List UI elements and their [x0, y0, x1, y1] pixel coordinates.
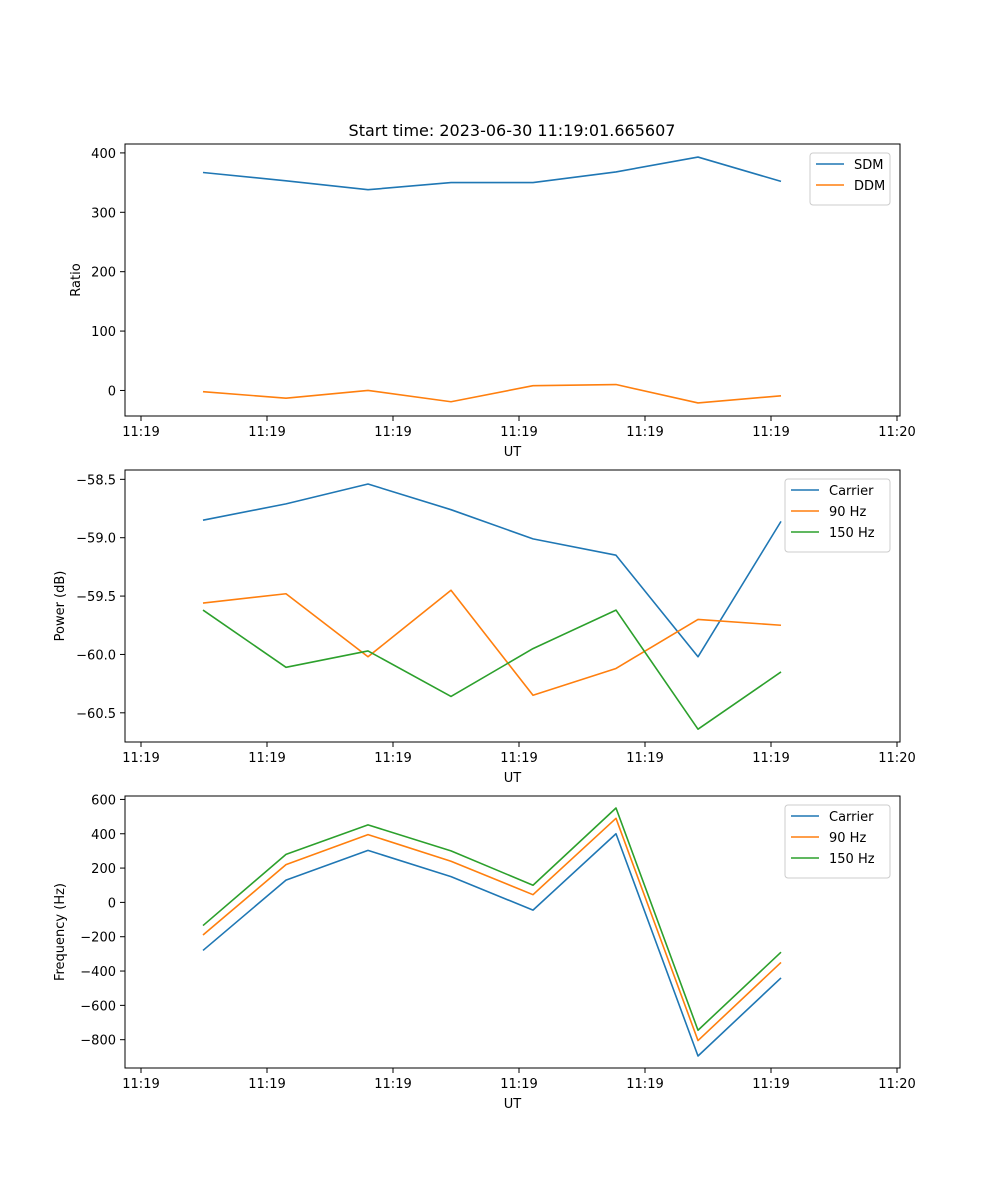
x-tick-label: 11:19 [626, 425, 663, 440]
y-tick-label: −200 [80, 931, 116, 946]
series-line-1 [202, 156, 782, 191]
x-tick-label: 11:19 [752, 1077, 789, 1092]
legend-label: 150 Hz [829, 852, 875, 867]
x-tick-label: 11:19 [500, 751, 537, 766]
y-tick-label: 400 [91, 828, 116, 843]
x-tick-label: 11:20 [878, 425, 915, 440]
y-tick-label: 0 [108, 896, 116, 911]
y-tick-label: 100 [91, 325, 116, 340]
y-axis-label: Power (dB) [53, 571, 68, 642]
subplot-3: 11:19 11:19 11:19 11:19 11:19 11:19 11:20 600 40… [53, 793, 916, 1112]
x-tick-label: 11:19 [374, 425, 411, 440]
x-tick-label: 11:19 [626, 1077, 663, 1092]
y-tick-label: 600 [91, 793, 116, 808]
y-axis-label: Ratio [69, 263, 84, 296]
legend-box [784, 478, 891, 553]
x-tick-label: 11:19 [626, 751, 663, 766]
y-tick-label: −59.0 [76, 532, 116, 547]
plot-frame [124, 795, 901, 1069]
series-line-1 [202, 483, 782, 658]
series-line-3 [202, 807, 782, 1032]
x-tick-label: 11:20 [878, 1077, 915, 1092]
y-tick-label: −59.5 [76, 590, 116, 605]
y-tick-label: 200 [91, 862, 116, 877]
chart-title: Start time: 2023-06-30 11:19:01.665607 [349, 121, 676, 140]
x-axis-label: UT [504, 1097, 522, 1112]
x-tick-label: 11:19 [374, 1077, 411, 1092]
series-line-2 [202, 383, 782, 404]
series-line-2 [202, 817, 782, 1042]
legend-label: 150 Hz [829, 526, 875, 541]
subplots: 11:19 11:19 11:19 11:19 11:19 11:19 11:20 0 100 2… [53, 143, 916, 1112]
legend-label: SDM [854, 158, 883, 173]
x-axis-label: UT [504, 771, 522, 786]
x-axis-label: UT [504, 445, 522, 460]
x-tick-label: 11:19 [122, 425, 159, 440]
legend-label: 90 Hz [829, 505, 866, 520]
y-tick-label: −600 [80, 999, 116, 1014]
subplot-1: 11:19 11:19 11:19 11:19 11:19 11:19 11:20 0 100 2… [69, 143, 916, 460]
legend-label: DDM [854, 179, 885, 194]
x-tick-label: 11:19 [248, 751, 285, 766]
y-tick-label: −60.5 [76, 707, 116, 722]
x-tick-label: 11:19 [500, 1077, 537, 1092]
x-tick-label: 11:20 [878, 751, 915, 766]
series-line-1 [202, 832, 782, 1057]
series-line-3 [202, 609, 782, 730]
series-line-2 [202, 589, 782, 697]
legend-box [784, 804, 891, 879]
x-tick-label: 11:19 [248, 425, 285, 440]
legend-label: 90 Hz [829, 831, 866, 846]
y-tick-label: 200 [91, 266, 116, 281]
legend-label: Carrier [829, 810, 874, 825]
y-tick-label: 300 [91, 206, 116, 221]
y-tick-label: 400 [91, 147, 116, 162]
y-tick-label: −60.0 [76, 648, 116, 663]
y-tick-label: −400 [80, 965, 116, 980]
subplot-2: 11:19 11:19 11:19 11:19 11:19 11:19 11:20 −58.5… [53, 469, 916, 786]
x-tick-label: 11:19 [752, 751, 789, 766]
y-tick-label: −800 [80, 1034, 116, 1049]
x-tick-label: 11:19 [500, 425, 537, 440]
legend-label: Carrier [829, 484, 874, 499]
y-axis-label: Frequency (Hz) [53, 883, 68, 981]
y-tick-label: 0 [108, 384, 116, 399]
plot-frame [124, 469, 901, 743]
x-tick-label: 11:19 [122, 1077, 159, 1092]
legend-box [809, 152, 891, 206]
x-tick-label: 11:19 [248, 1077, 285, 1092]
x-tick-label: 11:19 [374, 751, 411, 766]
x-tick-label: 11:19 [122, 751, 159, 766]
x-tick-label: 11:19 [752, 425, 789, 440]
plot-frame [124, 143, 901, 417]
y-tick-label: −58.5 [76, 473, 116, 488]
